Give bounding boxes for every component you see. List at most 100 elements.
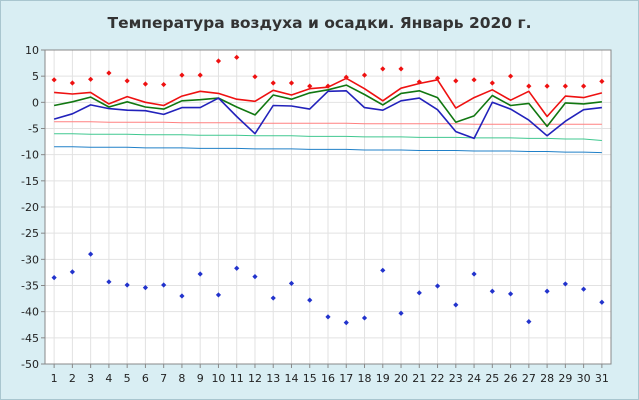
data-point: [69, 80, 75, 86]
data-point: [380, 66, 386, 72]
data-point: [361, 72, 368, 78]
data-point: [88, 251, 94, 257]
y-tick-label: -10: [21, 149, 39, 162]
series-line: [54, 121, 602, 125]
data-point: [562, 281, 568, 287]
data-point: [179, 293, 185, 299]
y-tick-label: -50: [21, 358, 39, 371]
series-layer: [51, 54, 605, 326]
series-mean: [53, 84, 602, 128]
x-tick-label: 23: [449, 372, 463, 385]
data-point: [288, 80, 295, 86]
data-point: [307, 297, 313, 303]
y-tick-label: 0: [32, 96, 39, 109]
x-tick-label: 30: [577, 372, 591, 385]
x-tick-label: 20: [394, 372, 408, 385]
x-tick-label: 19: [376, 372, 390, 385]
data-point: [361, 315, 368, 321]
series-abs-max: [51, 54, 605, 89]
y-tick-label: 10: [25, 44, 39, 57]
data-point: [434, 75, 441, 81]
data-point: [434, 283, 441, 289]
x-tick-label: 14: [284, 372, 298, 385]
data-point: [581, 286, 587, 292]
x-tick-label: 22: [431, 372, 445, 385]
data-point: [124, 282, 130, 288]
series-line: [53, 84, 602, 128]
data-point: [234, 54, 240, 60]
data-point: [179, 72, 185, 78]
data-point: [544, 83, 550, 89]
data-point: [416, 290, 422, 296]
data-point: [380, 267, 386, 273]
x-tick-label: 5: [124, 372, 131, 385]
data-point: [234, 265, 240, 271]
data-point: [453, 78, 459, 84]
data-point: [197, 271, 203, 277]
x-tick-label: 24: [467, 372, 481, 385]
data-point: [288, 280, 295, 287]
data-point: [526, 83, 532, 89]
series-norm-green: [54, 133, 602, 141]
data-point: [215, 58, 222, 64]
x-tick-label: 2: [69, 372, 76, 385]
data-point: [142, 284, 149, 291]
data-point: [51, 77, 57, 83]
data-point: [215, 292, 222, 298]
x-tick-label: 31: [595, 372, 609, 385]
data-point: [507, 73, 514, 79]
plot-border: [44, 49, 612, 365]
data-point: [325, 314, 331, 320]
x-tick-label: 4: [105, 372, 112, 385]
x-axis-ticks: 1 2 3 4 5 6 7 8 9 10 11 12 13 14 15 16 17 18 19 20 21 22 23 24 2…: [51, 364, 609, 385]
data-point: [599, 299, 605, 305]
data-point: [252, 274, 258, 280]
series-abs-min: [51, 251, 605, 326]
data-point: [161, 282, 167, 288]
x-tick-label: 18: [358, 372, 372, 385]
data-point: [398, 310, 404, 316]
x-tick-label: 1: [51, 372, 58, 385]
x-tick-label: 7: [160, 372, 167, 385]
x-tick-label: 25: [485, 372, 499, 385]
data-point: [544, 288, 550, 294]
data-point: [489, 80, 495, 86]
data-point: [106, 70, 112, 76]
data-point: [507, 291, 514, 297]
data-point: [106, 279, 112, 285]
x-tick-label: 8: [178, 372, 185, 385]
data-point: [416, 79, 422, 85]
y-tick-label: -35: [21, 280, 39, 293]
chart-title: Температура воздуха и осадки. Январь 202…: [107, 14, 532, 32]
series-line: [53, 90, 602, 140]
series-norm-red: [54, 121, 602, 125]
y-tick-label: -20: [21, 201, 39, 214]
data-point: [471, 77, 477, 83]
data-point: [325, 83, 331, 89]
y-tick-label: -5: [28, 123, 39, 136]
data-point: [599, 78, 605, 84]
x-tick-label: 28: [540, 372, 554, 385]
x-tick-label: 16: [321, 372, 335, 385]
data-point: [562, 83, 568, 89]
data-point: [471, 271, 477, 277]
y-tick-label: -25: [21, 227, 39, 240]
y-tick-label: -45: [21, 332, 39, 345]
data-point: [88, 76, 94, 82]
data-point: [51, 275, 57, 281]
y-tick-label: -15: [21, 175, 39, 188]
series-norm-blue: [54, 146, 602, 154]
x-tick-label: 17: [339, 372, 353, 385]
data-point: [343, 320, 349, 326]
y-axis-ticks: 10 5 0 -5 -10 -15 -20 -25 -30 -35 -40 -45 -50: [21, 44, 45, 371]
data-point: [270, 80, 276, 86]
data-point: [581, 83, 587, 89]
x-tick-label: 3: [87, 372, 94, 385]
data-point: [453, 302, 459, 308]
series-line: [54, 146, 602, 154]
x-tick-label: 29: [558, 372, 572, 385]
data-point: [270, 295, 276, 301]
x-tick-label: 9: [197, 372, 204, 385]
data-point: [252, 74, 258, 80]
